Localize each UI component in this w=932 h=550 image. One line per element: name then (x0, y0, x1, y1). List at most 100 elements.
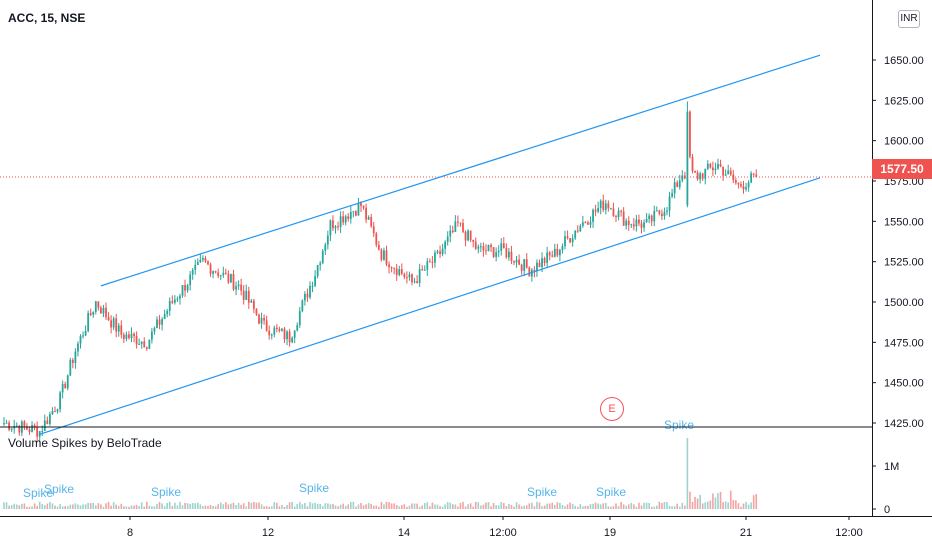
volume-bar (41, 503, 44, 509)
volume-bar (342, 503, 344, 509)
volume-bar (95, 505, 97, 509)
candle-body (441, 248, 444, 255)
candle-body (543, 258, 546, 263)
candle-body (436, 251, 439, 253)
volume-bar (625, 505, 627, 509)
volume-bar (176, 505, 179, 509)
channel-lower-line[interactable] (39, 177, 821, 435)
candle-body (288, 331, 291, 343)
volume-bar (174, 502, 176, 509)
volume-bar (678, 506, 681, 509)
candle-body (334, 226, 337, 229)
volume-bar (33, 503, 36, 509)
volume-bar (457, 506, 459, 509)
volume-bar (597, 503, 599, 509)
candle-body (701, 173, 704, 179)
currency-badge[interactable]: INR (898, 10, 920, 28)
volume-bar (89, 503, 92, 509)
volume-bar (663, 502, 666, 509)
volume-bar (627, 504, 630, 509)
symbol-label[interactable]: ACC, 15, NSE (8, 11, 86, 25)
candle-body (630, 224, 633, 226)
volume-bar (505, 506, 508, 509)
candle-body (291, 337, 294, 343)
volume-bar (186, 503, 189, 509)
volume-bar (408, 505, 411, 509)
candle-body (202, 258, 204, 260)
candle-body (36, 427, 39, 437)
candle-body (59, 392, 61, 410)
candle-body (482, 246, 485, 251)
trend-channel[interactable] (39, 54, 821, 435)
volume-bar (268, 506, 270, 509)
candle-body (355, 211, 357, 216)
candle-body (377, 244, 380, 250)
candle-body (666, 210, 668, 212)
candle-body (112, 318, 115, 328)
volume-bar (235, 505, 237, 509)
candle-body (255, 308, 258, 315)
candle-body (135, 336, 138, 345)
spike-label: Spike (596, 485, 626, 499)
volume-bar (97, 503, 100, 509)
volume-bar (620, 502, 622, 509)
volume-bar (666, 502, 668, 509)
candle-body (339, 216, 342, 227)
price-tick-label: 1550.00 (884, 216, 924, 228)
candle-body (541, 258, 543, 268)
candle-body (421, 269, 424, 271)
candle-body (474, 241, 477, 249)
candle-body (717, 164, 719, 169)
time-tick-label: 8 (127, 527, 133, 539)
volume-bar (729, 490, 732, 509)
earnings-marker[interactable]: E (600, 397, 624, 421)
candle-body (712, 167, 714, 171)
candle-body (245, 290, 248, 300)
candle-body (434, 252, 436, 263)
candle-body (145, 347, 148, 349)
price-tick-label: 1500.00 (884, 297, 924, 309)
candle-body (400, 269, 403, 274)
volume-bar (197, 502, 199, 509)
candle-body (306, 293, 309, 298)
candle-body (612, 208, 615, 217)
volume-bar (36, 505, 38, 509)
candle-body (143, 341, 146, 348)
indicator-title[interactable]: Volume Spikes by BeloTrade (8, 436, 162, 450)
volume-bar (469, 503, 472, 509)
volume-bar (291, 501, 293, 509)
volume-bar (28, 506, 31, 509)
candle-body (678, 180, 681, 187)
candle-body (617, 210, 620, 218)
volume-bar (541, 506, 543, 509)
volume-bar (31, 506, 33, 509)
candle-body (467, 230, 469, 241)
candle-body (69, 359, 72, 376)
candle-body (643, 222, 645, 228)
candle-body (344, 216, 347, 223)
candle-body (411, 274, 413, 283)
candle-body (326, 235, 329, 245)
volume-bar (587, 505, 589, 509)
channel-upper-line[interactable] (100, 54, 821, 287)
candle-body (138, 343, 141, 345)
volume-bar (321, 506, 324, 509)
volume-bar (482, 504, 485, 509)
volume-bar (495, 505, 497, 509)
candle-body (293, 330, 296, 338)
time-tick-label: 14 (398, 527, 410, 539)
volume-bar (533, 506, 536, 509)
candle-body (153, 328, 156, 332)
candle-body (311, 285, 314, 287)
volume-bar (750, 502, 752, 509)
volume-bar (406, 506, 408, 509)
volume-bar (237, 502, 240, 509)
volume-bar (574, 505, 576, 509)
volume-bar (3, 502, 5, 509)
candle-body (260, 317, 263, 324)
volume-bar (92, 502, 95, 509)
volume-bar (350, 502, 352, 509)
candle-body (615, 216, 617, 218)
